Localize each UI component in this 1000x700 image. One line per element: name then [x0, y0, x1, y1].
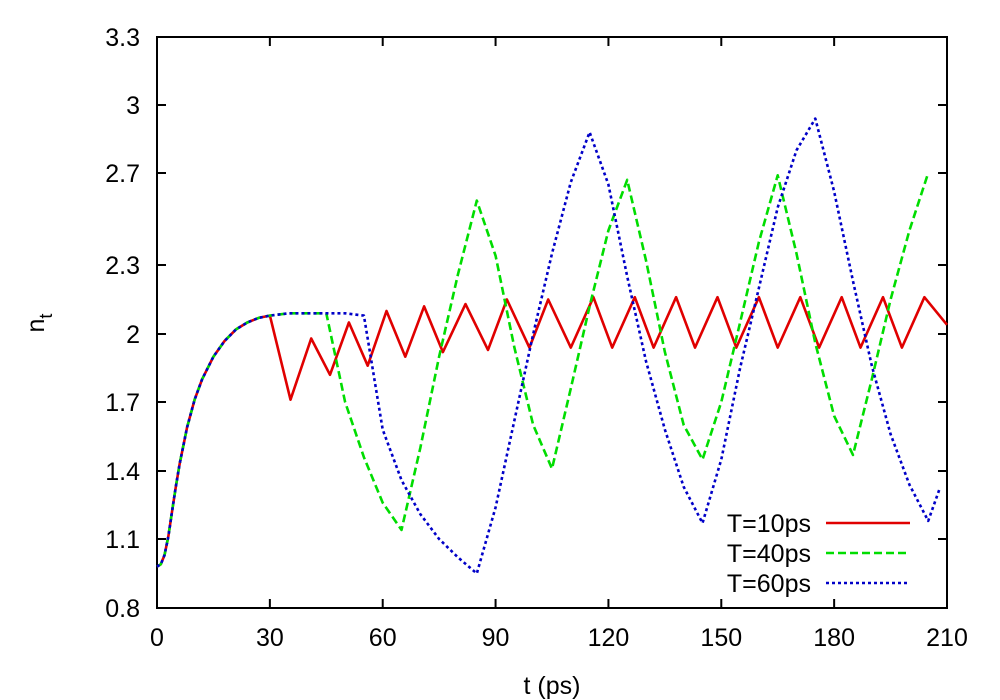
- series-line-t-40ps: [156, 172, 930, 568]
- x-axis: 0 30 60 90 120 150 180 210: [150, 37, 968, 652]
- y-axis: 0.8 1.1 1.4 1.7 2 2.3 2.7 3 3.3: [105, 24, 947, 623]
- y-tick-label: 1.1: [105, 526, 140, 554]
- x-tick-label: 150: [700, 624, 742, 652]
- x-tick-label: 210: [926, 624, 968, 652]
- legend-label: T=10ps: [727, 510, 811, 538]
- y-tick-label: 2: [126, 321, 140, 349]
- x-tick-label: 90: [482, 624, 510, 652]
- y-tick-label: 2.7: [105, 160, 140, 188]
- x-tick-label: 0: [150, 624, 164, 652]
- y-axis-label: nt: [22, 314, 56, 333]
- x-axis-label: t (ps): [524, 672, 581, 700]
- y-axis-label-main: n: [22, 319, 50, 333]
- y-tick-label: 3: [126, 92, 140, 120]
- x-tick-label: 30: [256, 624, 284, 652]
- legend-label: T=40ps: [727, 540, 811, 568]
- y-tick-label: 1.7: [105, 389, 140, 417]
- x-tick-label: 120: [588, 624, 630, 652]
- plot-frame: [156, 36, 948, 609]
- series-layer: [156, 117, 949, 575]
- legend-label: T=60ps: [727, 570, 811, 598]
- y-tick-label: 3.3: [105, 24, 140, 52]
- series-line-t-60ps: [156, 117, 941, 575]
- y-tick-label: 2.3: [105, 252, 140, 280]
- y-axis-label-subscript: t: [36, 314, 56, 319]
- x-tick-label: 180: [813, 624, 855, 652]
- y-tick-label: 1.4: [105, 458, 140, 486]
- x-tick-label: 60: [369, 624, 397, 652]
- series-line-t-10ps: [156, 295, 949, 568]
- y-tick-label: 0.8: [105, 595, 140, 623]
